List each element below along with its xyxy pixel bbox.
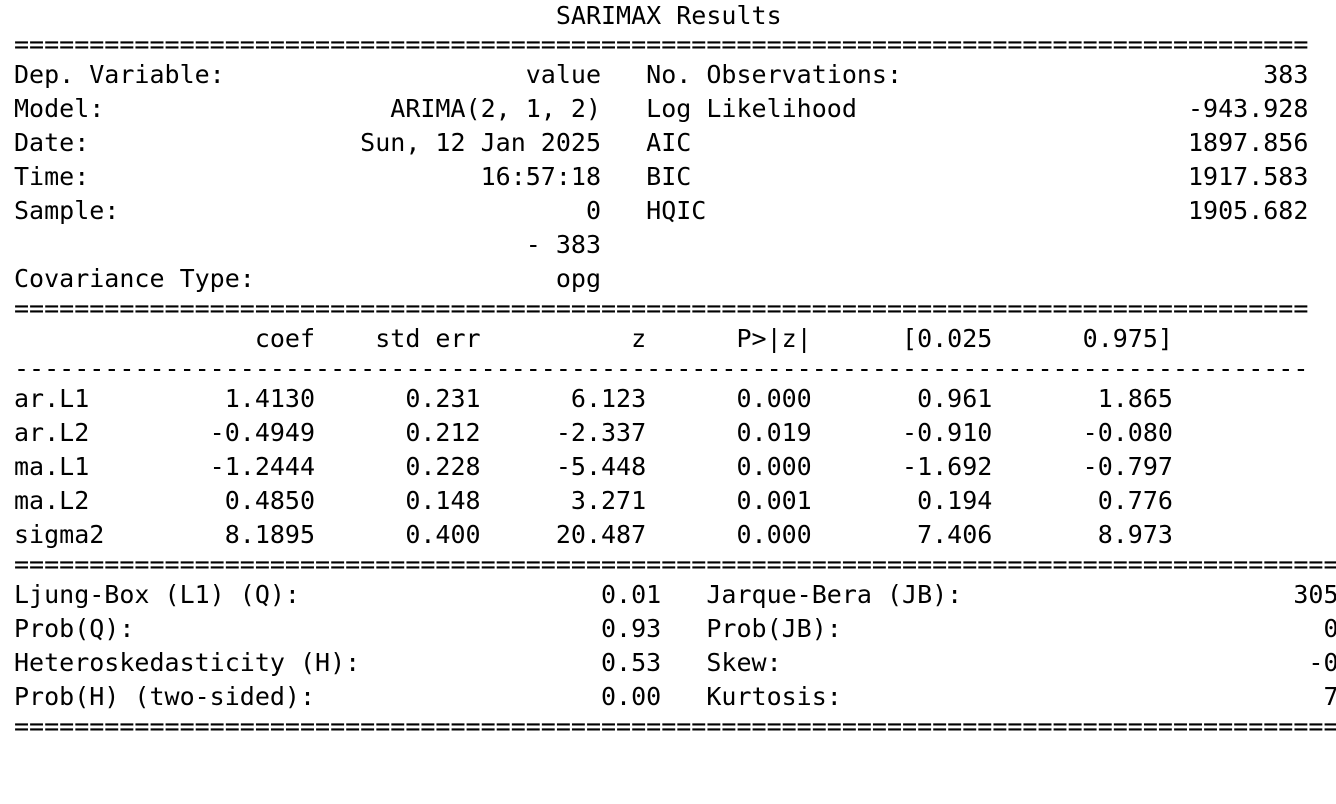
rule-top: ========================================… — [14, 30, 1309, 59]
rule-coef-header: ----------------------------------------… — [14, 354, 1309, 383]
model-info-row: - 383 — [14, 230, 601, 259]
coef-row: ar.L1 1.4130 0.231 6.123 0.000 0.961 1.8… — [14, 384, 1173, 413]
diagnostic-row: Ljung-Box (L1) (Q): 0.01 Jarque-Bera (JB… — [14, 580, 1336, 609]
diagnostic-row: Prob(Q): 0.93 Prob(JB): 0.00 — [14, 614, 1336, 643]
coef-row: ar.L2 -0.4949 0.212 -2.337 0.019 -0.910 … — [14, 418, 1173, 447]
rule-bottom: ========================================… — [14, 712, 1336, 741]
coef-row: ma.L1 -1.2444 0.228 -5.448 0.000 -1.692 … — [14, 452, 1173, 481]
coef-header-row: coef std err z P>|z| [0.025 0.975] — [14, 324, 1173, 353]
coef-row: ma.L2 0.4850 0.148 3.271 0.001 0.194 0.7… — [14, 486, 1173, 515]
summary-title: SARIMAX Results — [14, 1, 782, 30]
model-info-section: Dep. Variable: value No. Observations: 3… — [14, 58, 1336, 296]
diagnostic-row: Prob(H) (two-sided): 0.00 Kurtosis: 7.14 — [14, 682, 1336, 711]
model-info-row: Dep. Variable: value No. Observations: 3… — [14, 60, 1309, 89]
coef-table: coef std err z P>|z| [0.025 0.975] ------… — [14, 322, 1336, 552]
coef-row: sigma2 8.1895 0.400 20.487 0.000 7.406 8… — [14, 520, 1173, 549]
model-info-row: Covariance Type: opg — [14, 264, 601, 293]
model-info-row: Time: 16:57:18 BIC 1917.583 — [14, 162, 1309, 191]
model-info-row: Model: ARIMA(2, 1, 2) Log Likelihood -94… — [14, 94, 1309, 123]
rule-after-header: ========================================… — [14, 294, 1309, 323]
rule-after-coefs: ========================================… — [14, 550, 1336, 579]
model-info-row: Date: Sun, 12 Jan 2025 AIC 1897.856 — [14, 128, 1309, 157]
model-info-row: Sample: 0 HQIC 1905.682 — [14, 196, 1309, 225]
diagnostics-section: Ljung-Box (L1) (Q): 0.01 Jarque-Bera (JB… — [14, 578, 1336, 714]
diagnostic-row: Heteroskedasticity (H): 0.53 Skew: -0.72 — [14, 648, 1336, 677]
